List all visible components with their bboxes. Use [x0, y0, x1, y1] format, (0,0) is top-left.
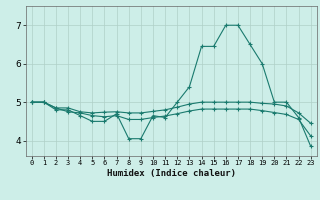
X-axis label: Humidex (Indice chaleur): Humidex (Indice chaleur) [107, 169, 236, 178]
